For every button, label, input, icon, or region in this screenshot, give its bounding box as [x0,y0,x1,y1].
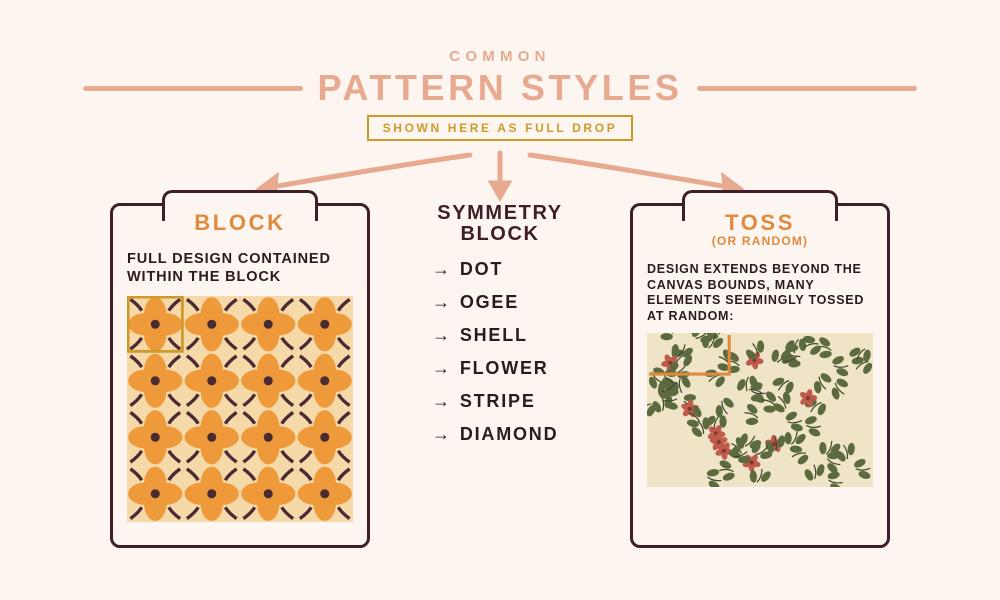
arrow-bullet-icon: → [432,292,452,313]
symmetry-item-label: STRIPE [460,391,536,411]
header: COMMON PATTERN STYLES SHOWN HERE AS FULL… [0,0,1000,141]
toss-card: TOSS (OR RANDOM) DESIGN EXTENDS BEYOND T… [630,203,890,548]
block-card-title: BLOCK [127,210,353,236]
subtitle-badge: SHOWN HERE AS FULL DROP [367,115,634,141]
arrows-svg [0,147,1000,207]
symmetry-item: → STRIPE [432,391,590,412]
symmetry-item-label: DOT [460,259,503,279]
toss-card-text: DESIGN EXTENDS BEYOND THE CANVAS BOUNDS,… [647,262,873,325]
title-row: PATTERN STYLES [0,67,1000,109]
symmetry-item: → OGEE [432,292,590,313]
symmetry-item-label: DIAMOND [460,424,559,444]
toss-card-subtitle: (OR RANDOM) [647,234,873,248]
branch-arrows [0,147,1000,203]
symmetry-list: → DOT → OGEE → SHELL → FLOWER → STRIPE → DIAMOND [410,259,590,445]
rule-right [697,86,917,91]
rule-left [83,86,303,91]
block-card: BLOCK FULL DESIGN CONTAINED WITHIN THE B… [110,203,370,548]
symmetry-item-label: SHELL [460,325,528,345]
main-title: PATTERN STYLES [317,67,682,109]
arrow-bullet-icon: → [432,358,452,379]
symmetry-item-label: OGEE [460,292,519,312]
symmetry-item: → DOT [432,259,590,280]
symmetry-title: SYMMETRY BLOCK [410,203,590,245]
symmetry-title-line2: BLOCK [460,223,539,245]
arrow-bullet-icon: → [432,325,452,346]
toss-pattern-swatch [647,333,873,487]
symmetry-item-label: FLOWER [460,358,549,378]
symmetry-column: SYMMETRY BLOCK → DOT → OGEE → SHELL → FLOWER → ST… [410,203,590,548]
symmetry-item: → FLOWER [432,358,590,379]
toss-card-title: TOSS [647,210,873,236]
arrow-bullet-icon: → [432,259,452,280]
symmetry-item: → DIAMOND [432,424,590,445]
columns: BLOCK FULL DESIGN CONTAINED WITHIN THE B… [0,203,1000,548]
block-card-text: FULL DESIGN CONTAINED WITHIN THE BLOCK [127,250,353,286]
symmetry-item: → SHELL [432,325,590,346]
arrow-bullet-icon: → [432,424,452,445]
block-pattern-swatch [127,296,353,522]
arrow-bullet-icon: → [432,391,452,412]
eyebrow: COMMON [0,48,1000,65]
